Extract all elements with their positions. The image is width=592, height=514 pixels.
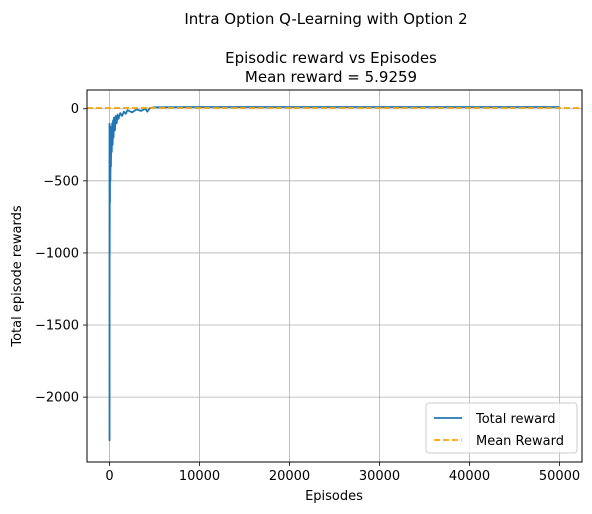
chart-subtitle: Mean reward = 5.9259 — [245, 68, 417, 86]
x-tick-label: 40000 — [449, 469, 490, 484]
plot-frame — [86, 89, 583, 463]
series-line-total-reward — [108, 106, 560, 442]
grid-lines — [87, 90, 582, 462]
chart-suptitle: Intra Option Q-Learning with Option 2 — [184, 10, 467, 28]
x-tick-label: 0 — [105, 469, 113, 484]
legend-box — [425, 402, 578, 454]
x-axis-label: Episodes — [305, 489, 363, 504]
y-tick-label: −2000 — [35, 391, 79, 406]
x-tick-label: 20000 — [269, 469, 310, 484]
legend-label-mean-reward: Mean Reward — [476, 434, 564, 449]
x-tick-label: 50000 — [539, 469, 580, 484]
x-tick-label: 10000 — [179, 469, 220, 484]
y-axis-ticks: 0 −500 −1000 −1500 −2000 — [35, 102, 87, 406]
series-layer — [87, 106, 582, 442]
x-axis-ticks: 0 10000 20000 30000 40000 50000 — [105, 462, 580, 484]
y-tick-label: 0 — [71, 102, 79, 117]
y-tick-label: −1500 — [35, 319, 79, 334]
legend: Total reward Mean Reward — [425, 402, 578, 454]
legend-label-total-reward: Total reward — [475, 412, 556, 427]
y-axis-label: Total episode rewards — [10, 205, 25, 347]
y-tick-label: −500 — [43, 174, 79, 189]
x-tick-label: 30000 — [359, 469, 400, 484]
y-tick-label: −1000 — [35, 246, 79, 261]
chart-title: Episodic reward vs Episodes — [225, 49, 437, 67]
